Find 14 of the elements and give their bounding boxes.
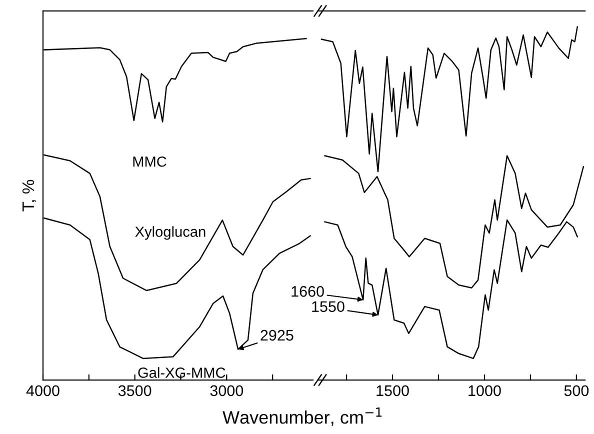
annotation: 1660 [292,286,324,297]
x-tick-label: 3500 [118,385,152,396]
series-label: Gal-XG-MMC [138,367,226,378]
series-label: Xyloglucan [135,226,206,240]
x-tick-label: 1000 [468,385,501,396]
x-tick-label: 500 [564,385,589,396]
x-tick-label: 3000 [210,385,244,396]
annotation: 2925 [260,330,294,341]
y-axis-title: T, % [22,180,36,212]
x-tick-label: 4000 [26,385,60,396]
x-tick-label: 1500 [376,385,409,396]
annotation: 1550 [312,301,344,312]
text: MMC [133,156,166,167]
x-axis-title: Wavenumber, cm$^{−1}$ [222,407,382,426]
